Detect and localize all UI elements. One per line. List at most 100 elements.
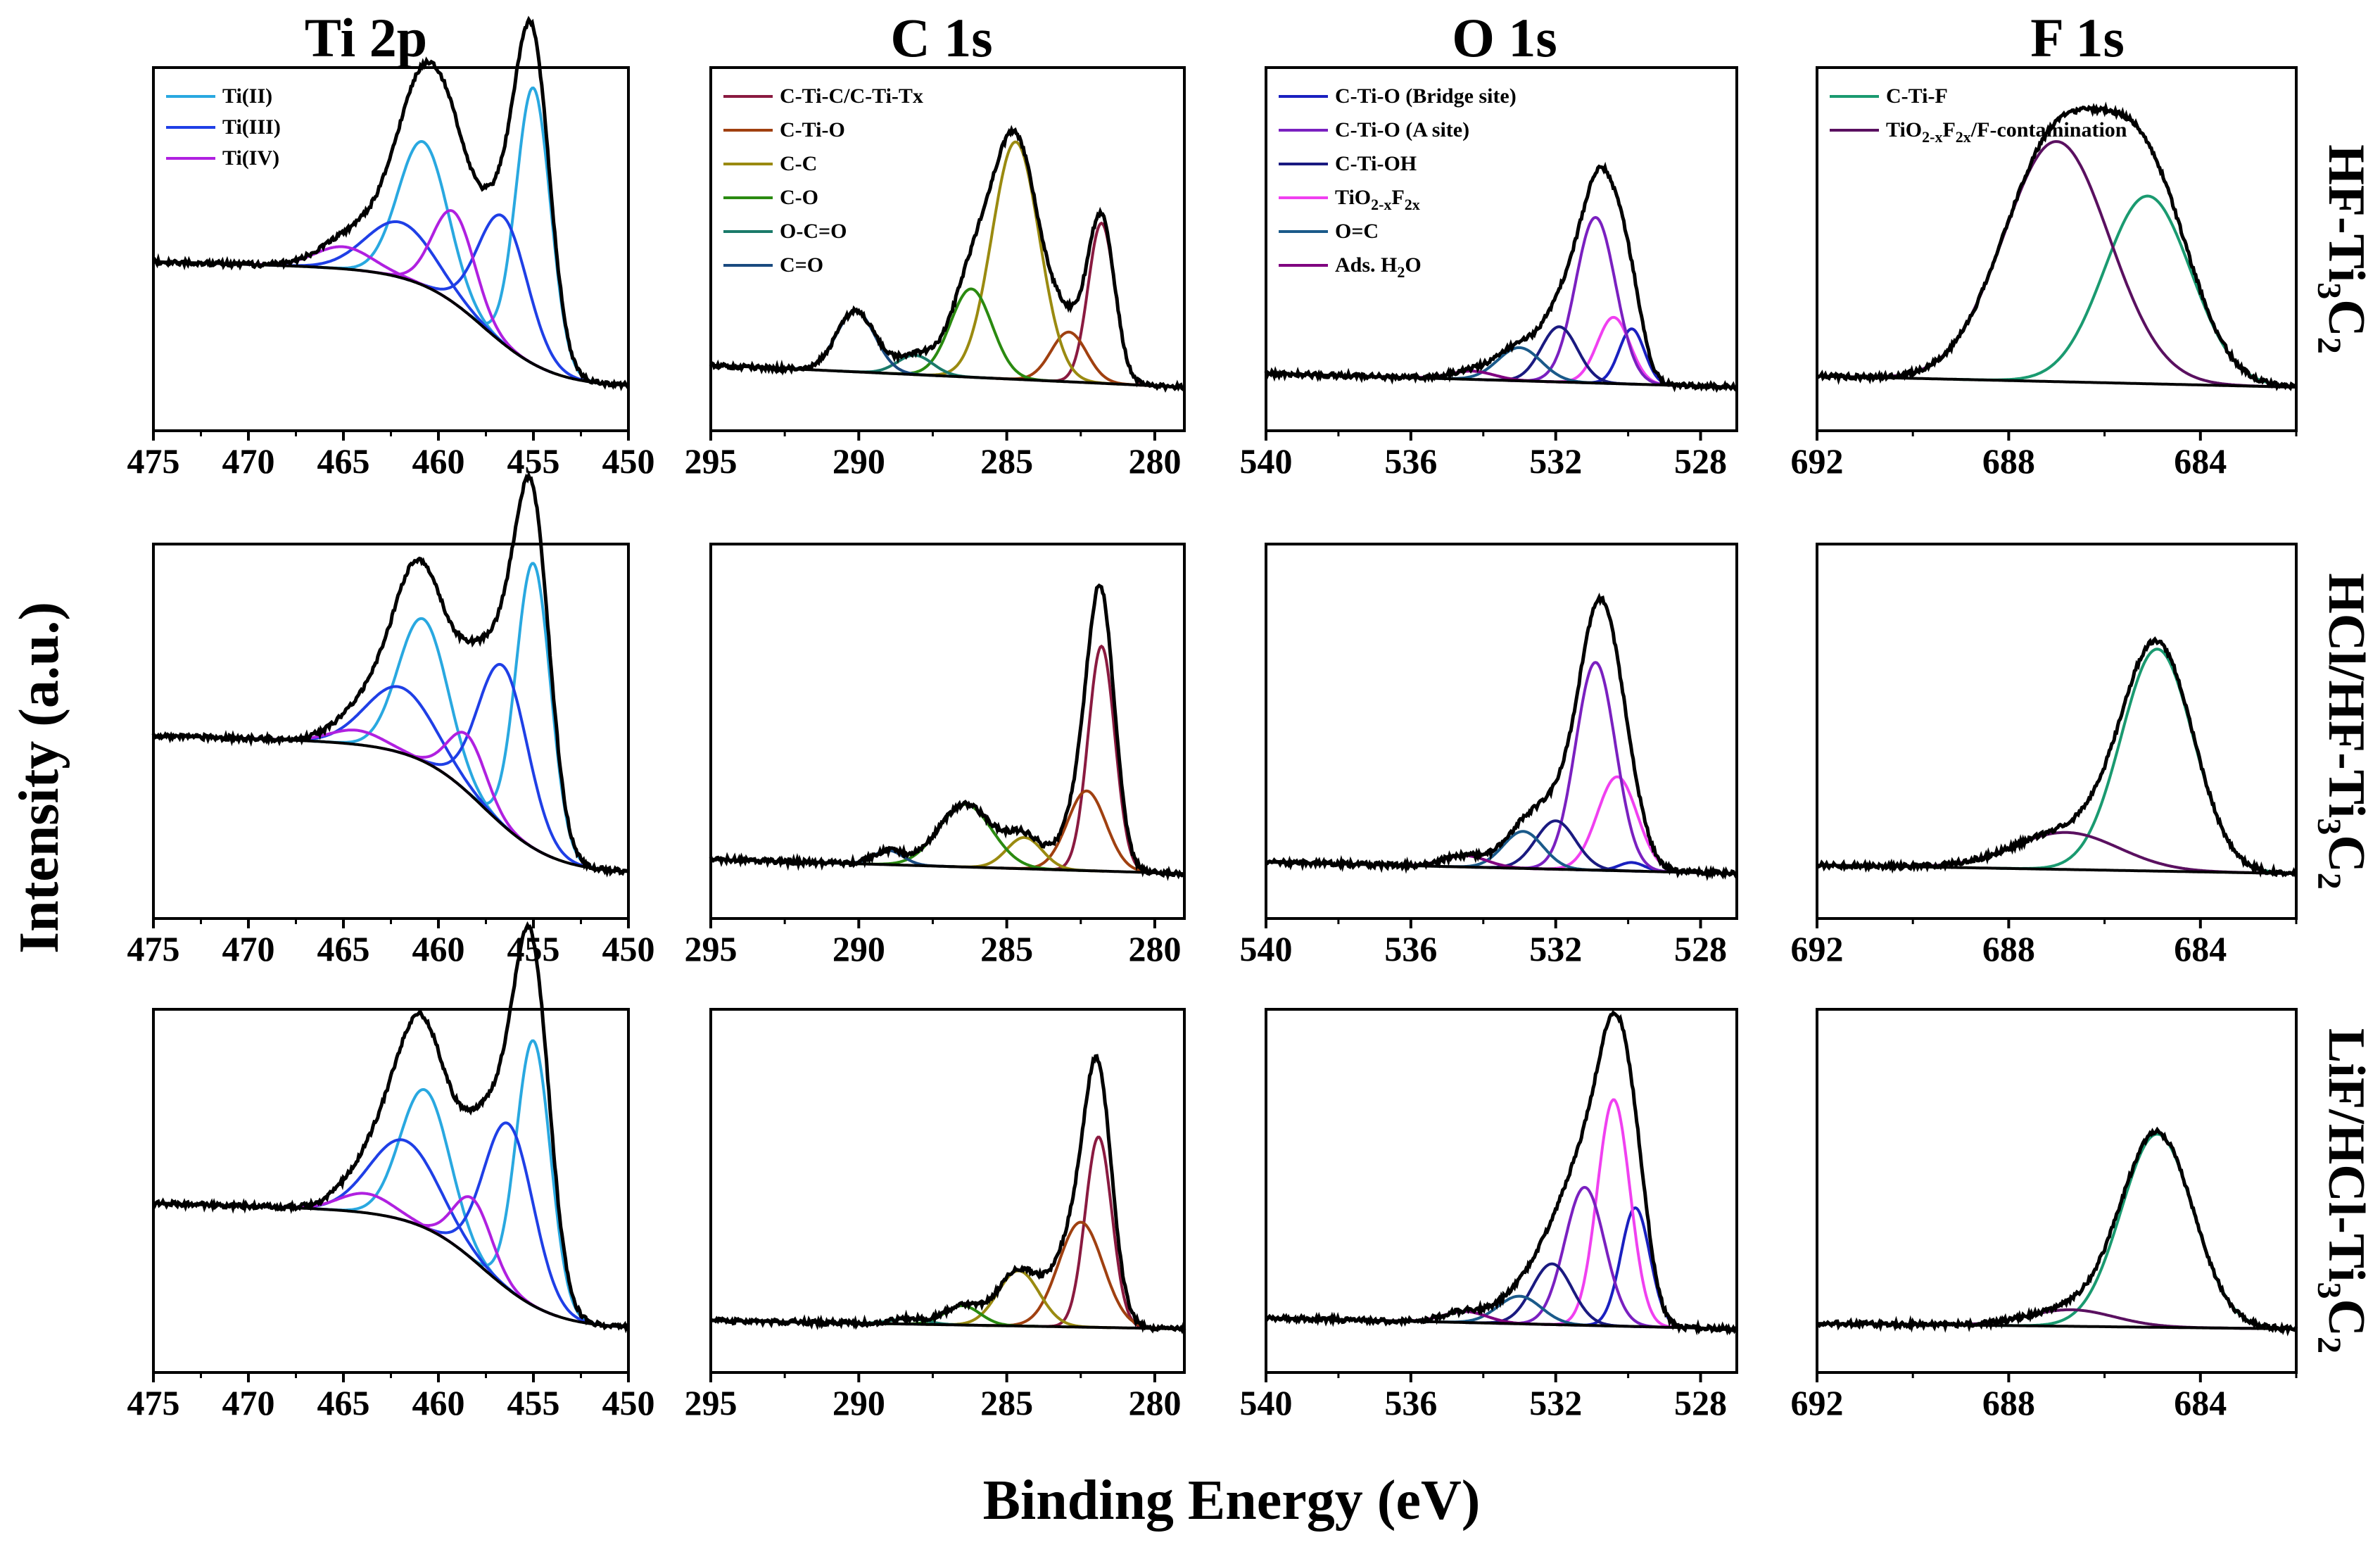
x-tick-label: 528	[1674, 929, 1727, 968]
x-tick-label: 280	[1128, 1383, 1181, 1422]
peak-curve	[456, 562, 610, 872]
x-tick-label: 290	[833, 441, 885, 481]
peak-curve	[1541, 1098, 1687, 1330]
column-title: F 1s	[2030, 7, 2125, 68]
column-title: C 1s	[890, 7, 992, 68]
envelope-curve	[709, 125, 1186, 393]
xps-panel: 295 290 285 280 C-Ti-C/C-Ti-Tx C-Ti-O C-C C-O O-…	[685, 66, 1186, 481]
xps-panel: 295 290 285 280	[685, 1008, 1186, 1422]
legend-label: O-C=O	[780, 220, 847, 243]
x-tick-label: 688	[1982, 441, 2035, 481]
legend-label: C-C	[780, 152, 817, 175]
peak-curve	[1995, 1132, 2296, 1330]
legend: C-Ti-F TiO2-xF2x/F-contamination	[1830, 84, 2127, 146]
legend-label: Ads. H2O	[1335, 253, 1422, 281]
legend-label: C-Ti-F	[1886, 84, 1948, 108]
legend: C-Ti-C/C-Ti-Tx C-Ti-O C-C C-O O-C=O C=O	[723, 84, 923, 277]
plot-frame	[709, 1008, 1186, 1374]
xps-panel: 475 470 465 460 455 450 Ti(II) Ti(III) Ti(IV)	[127, 15, 655, 481]
envelope-curve	[1264, 161, 1737, 393]
legend-label: C-Ti-OH	[1335, 152, 1417, 175]
row-label: LiF/HCl-Ti3C2	[2310, 1028, 2375, 1353]
legend-label: Ti(IV)	[222, 146, 279, 170]
peak-curve	[1995, 648, 2297, 875]
column-title: O 1s	[1452, 7, 1557, 68]
legend-label: O=C	[1335, 220, 1379, 243]
legend-label: C-Ti-O (Bridge site)	[1335, 84, 1517, 108]
x-tick-label: 692	[1791, 441, 1844, 481]
row-label: HF-Ti3C2	[2310, 144, 2375, 353]
x-tick-label: 692	[1791, 1383, 1844, 1422]
envelope-curve	[1816, 101, 2298, 391]
xps-panel: 475 470 465 460 455 450	[127, 921, 655, 1422]
envelope-curve	[1816, 1126, 2298, 1337]
x-tick-label: 285	[980, 1383, 1033, 1422]
envelope-curve	[709, 1054, 1186, 1334]
x-tick-label: 684	[2174, 1383, 2227, 1422]
xps-panel: 295 290 285 280	[685, 543, 1186, 968]
row-label: HCl/HF-Ti3C2	[2310, 573, 2375, 890]
plot-frame	[1816, 66, 2298, 432]
peak-curve	[926, 1269, 1111, 1330]
x-tick-label: 540	[1240, 441, 1293, 481]
xps-panel: 540 536 532 528	[1240, 1008, 1739, 1422]
peak-curve	[769, 309, 942, 377]
plot-frame	[1816, 543, 2298, 920]
x-tick-label: 455	[507, 441, 560, 481]
x-tick-label: 465	[317, 441, 370, 481]
plot-frame	[1265, 1008, 1738, 1374]
x-tick-label: 290	[833, 929, 885, 968]
x-tick-label: 470	[222, 929, 275, 968]
plot-frame	[1265, 543, 1738, 920]
peak-curve	[1954, 194, 2297, 389]
xps-panel: 692 688 684 C-Ti-F TiO2-xF2x/F-contamination	[1791, 66, 2298, 481]
legend-label: C=O	[780, 253, 823, 277]
x-tick-label: 295	[685, 441, 738, 481]
x-tick-label: 280	[1128, 929, 1181, 968]
x-tick-label: 280	[1128, 441, 1181, 481]
x-tick-label: 540	[1240, 929, 1293, 968]
x-tick-label: 475	[127, 441, 180, 481]
peak-curve	[247, 220, 555, 374]
xps-panel: 692 688 684	[1791, 543, 2298, 968]
x-tick-label: 460	[412, 441, 465, 481]
legend-label: Ti(II)	[222, 84, 272, 108]
x-tick-label: 692	[1791, 929, 1844, 968]
envelope-curve	[151, 470, 630, 878]
peak-curve	[315, 1087, 537, 1308]
row-labels: HF-Ti3C2 HCl/HF-Ti3C2 LiF/HCl-Ti3C2	[2310, 144, 2375, 1353]
x-tick-label: 684	[2174, 441, 2227, 481]
x-tick-label: 475	[127, 1383, 180, 1422]
x-tick-label: 688	[1982, 1383, 2035, 1422]
legend-label: TiO2-xF2x	[1335, 186, 1420, 213]
xps-panel: 475 470 465 460 455 450	[127, 470, 655, 968]
envelope-curve	[152, 921, 630, 1334]
column-title: Ti 2p	[305, 7, 427, 68]
x-tick-label: 450	[602, 1383, 655, 1422]
y-axis-label: Intensity (a.u.)	[8, 602, 70, 954]
x-tick-label: 536	[1384, 1383, 1437, 1422]
x-tick-label: 528	[1674, 441, 1727, 481]
x-tick-label: 460	[412, 1383, 465, 1422]
legend-label: C-Ti-C/C-Ti-Tx	[780, 84, 923, 108]
x-tick-label: 295	[685, 929, 738, 968]
peak-curve	[247, 685, 555, 859]
x-tick-label: 532	[1529, 929, 1582, 968]
peak-curve	[1042, 221, 1161, 388]
x-tick-label: 295	[685, 1383, 738, 1422]
peak-curve	[909, 140, 1122, 386]
envelope-curve	[1265, 1010, 1739, 1336]
envelope-curve	[709, 583, 1185, 881]
x-tick-label: 290	[833, 1383, 885, 1422]
legend-label: C-Ti-O (A site)	[1335, 118, 1469, 141]
x-tick-label: 465	[317, 1383, 370, 1422]
peak-curve	[456, 1039, 610, 1327]
peak-curve	[1039, 1135, 1158, 1330]
x-tick-label: 460	[412, 929, 465, 968]
x-tick-label: 688	[1982, 929, 2035, 968]
plot-frame	[1816, 1008, 2298, 1374]
legend-label: C-O	[780, 186, 818, 209]
x-tick-label: 285	[980, 929, 1033, 968]
xps-panel: 692 688 684	[1791, 1008, 2298, 1422]
